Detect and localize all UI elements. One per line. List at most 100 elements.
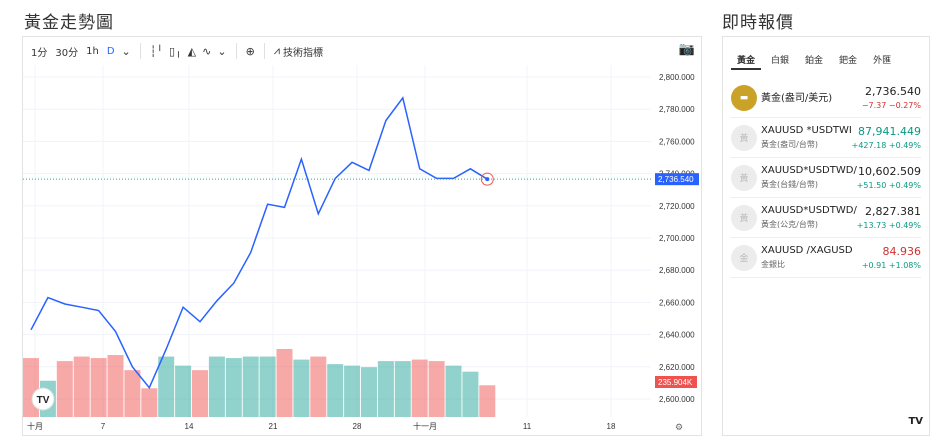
quote-price: 2,736.540 [865,85,921,98]
tab-silver[interactable]: 白銀 [771,56,790,66]
indicator-icon[interactable]: ⩘ [273,44,281,57]
y-tick-label: 2,780.000 [659,105,695,114]
tradingview-logo [31,387,55,411]
bar-style-icon[interactable]: ┆╵ [149,44,163,58]
y-tick-label: 2,600.000 [659,395,695,404]
last-price-dot [485,177,490,182]
volume-bar [175,365,192,417]
volume-bar [90,358,107,417]
volume-bar [208,356,225,417]
interval-30m[interactable]: 30分 [55,47,79,59]
volume-bar [344,365,361,417]
tradingview-logo: TV [908,416,923,427]
volume-bar [462,371,479,417]
quote-name: XAUUSD /XAGUSD [761,245,853,256]
volume-bar [124,370,141,417]
y-tick-label: 2,760.000 [659,137,695,146]
x-tick-label: 14 [185,422,194,431]
volume-bar [310,356,327,417]
y-tick-label: 2,660.000 [659,298,695,307]
area-style-icon[interactable]: ◭ [187,44,197,58]
toolbar-divider [263,43,265,59]
volume-bar [141,388,158,417]
volume-bar [327,364,344,417]
chevron-down-icon[interactable]: ⌄ [121,44,131,58]
quote-name: XAUUSD*USDTWD/ [761,165,857,176]
last-price-marker [480,172,494,186]
chart-panel: 1分 30分 1h D ⌄ ┆╵ ▯╷ ◭ ∿ ⌄ ⊕ ⩘ 技術指標 📷 2,8… [22,36,702,436]
candle-style-icon[interactable]: ▯╷ [168,44,182,58]
y-tick-label: 2,800.000 [659,73,695,82]
quote-change: +427.18 +0.49% [851,141,921,150]
y-tick-label: 2,700.000 [659,234,695,243]
volume-bar [293,359,310,417]
quote-price: 2,827.381 [865,205,921,218]
gold-bar-icon: ▬ [731,84,757,111]
quote-name: XAUUSD *USDTWI [761,125,852,136]
quote-name: XAUUSD*USDTWD/ [761,205,857,216]
quote-row[interactable]: 金 XAUUSD /XAGUSD 金銀比 84.936 +0.91 +1.08% [731,238,921,278]
price-line [30,96,488,390]
volume-bar [158,356,175,417]
toolbar-divider [139,43,141,59]
x-tick-label: 7 [101,422,106,431]
volume-bar [361,367,377,417]
volume-bar [394,361,411,417]
chevron-down-icon[interactable]: ⌄ [217,44,227,58]
quotes-title: 即時報價 [722,13,794,33]
volume-bar [445,365,462,417]
volume-bar [73,356,90,417]
generic-icon: 黃 [731,204,757,231]
generic-icon: 黃 [731,164,757,191]
tech-indicator-button[interactable]: 技術指標 [283,47,324,59]
volume-label-box [655,376,697,388]
volume-bar [192,370,208,417]
volume-bar [276,349,293,417]
y-tick-label: 2,640.000 [659,331,695,340]
quote-subname: 黃金(台錢/台幣) [761,180,818,189]
camera-icon[interactable]: 📷 [678,42,695,57]
volume-bar [56,361,73,417]
generic-icon: 金 [731,244,757,271]
y-tick-label: 2,620.000 [659,363,695,372]
add-plus-icon[interactable]: ⊕ [245,44,255,58]
x-tick-label: 十一月 [413,421,437,431]
price-chart[interactable]: 2,800.0002,780.0002,760.0002,740.0002,72… [23,65,701,435]
quote-row[interactable]: 黃 XAUUSD*USDTWD/ 黃金(公克/台幣) 2,827.381 +13… [731,198,921,238]
metal-tabs: 黃金 白銀 鉑金 鈀金 外匯 [723,37,929,70]
interval-1m[interactable]: 1分 [31,47,48,59]
interval-d[interactable]: D [106,45,115,57]
volume-bar [377,361,394,417]
tab-gold[interactable]: 黃金 [731,51,762,70]
interval-1h[interactable]: 1h [86,45,99,57]
volume-bar [107,355,124,417]
quotes-panel: 黃金 白銀 鉑金 鈀金 外匯 ▬ 黃金(盎司/美元) 2,736.540 −7.… [722,36,930,436]
settings-icon: ⚙ [675,423,683,433]
quote-row[interactable]: 黃 XAUUSD*USDTWD/ 黃金(台錢/台幣) 10,602.509 +5… [731,158,921,198]
volume-bar [479,385,496,417]
line-style-icon[interactable]: ∿ [202,44,212,58]
quote-price: 84.936 [882,245,922,258]
quote-row[interactable]: 黃 XAUUSD *USDTWI 黃金(盎司/台幣) 87,941.449 +4… [731,118,921,158]
toolbar-divider [235,43,237,59]
tab-platinum[interactable]: 鉑金 [805,56,824,66]
chart-toolbar: 1分 30分 1h D ⌄ ┆╵ ▯╷ ◭ ∿ ⌄ ⊕ ⩘ 技術指標 📷 [23,37,701,65]
quote-change: +51.50 +0.49% [856,181,921,190]
x-tick-label: 十月 [27,421,43,431]
x-tick-label: 18 [607,422,616,431]
x-tick-label: 11 [523,422,532,431]
quote-row[interactable]: ▬ 黃金(盎司/美元) 2,736.540 −7.37 −0.27% [731,78,921,118]
chart-title: 黃金走勢圖 [24,13,114,33]
y-tick-label: 2,680.000 [659,266,695,275]
quote-change: −7.37 −0.27% [861,101,921,110]
volume-bar [242,356,259,417]
volume-bar [411,359,428,417]
quote-price: 87,941.449 [858,125,921,138]
quote-list: ▬ 黃金(盎司/美元) 2,736.540 −7.37 −0.27% 黃 XAU… [723,78,929,278]
tab-forex[interactable]: 外匯 [873,56,892,66]
generic-icon: 黃 [731,124,757,151]
volume-bar [225,358,242,417]
tab-palladium[interactable]: 鈀金 [839,56,858,66]
quote-subname: 金銀比 [761,260,785,269]
quote-subname: 黃金(盎司/台幣) [761,140,818,149]
